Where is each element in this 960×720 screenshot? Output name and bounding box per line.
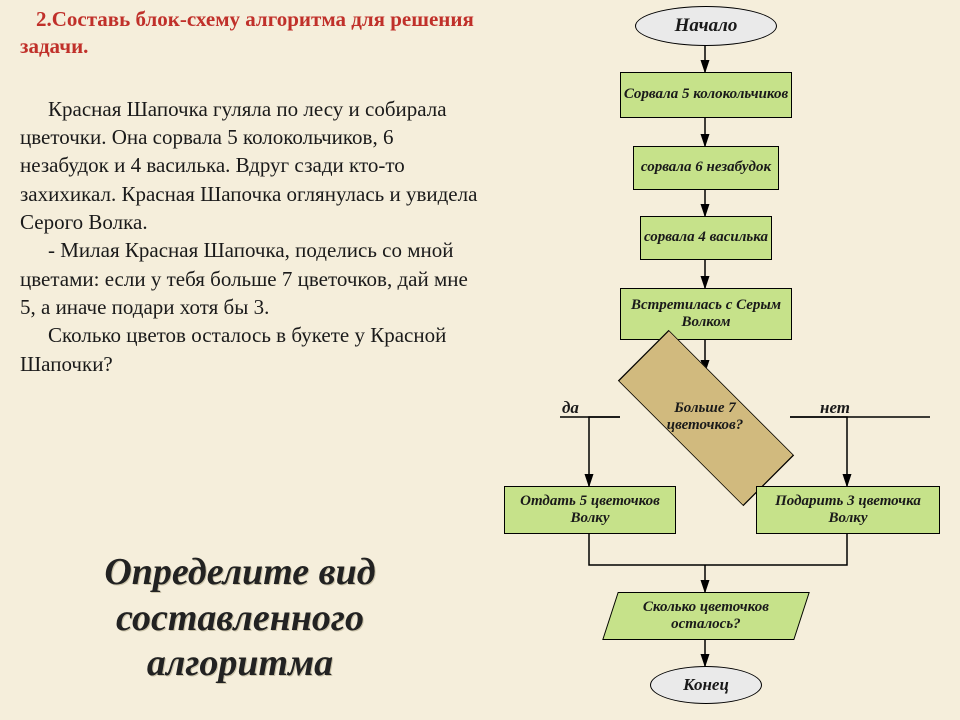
node-decision-label: Больше 7 цветочков?	[635, 372, 775, 462]
node-decision: Больше 7 цветочков?	[635, 372, 775, 462]
node-step2-label: сорвала 6 незабудок	[641, 159, 771, 176]
node-start: Начало	[635, 6, 777, 46]
node-branch-left: Отдать 5 цветочков Волку	[504, 486, 676, 534]
node-step1-label: Сорвала 5 колокольчиков	[624, 86, 788, 103]
node-branch-right-label: Подарить 3 цветочка Волку	[757, 493, 939, 528]
branch-label-yes: да	[562, 398, 579, 418]
node-branch-left-label: Отдать 5 цветочков Волку	[505, 493, 675, 528]
node-step1: Сорвала 5 колокольчиков	[620, 72, 792, 118]
task-title-text: Составь блок-схему алгоритма для решения…	[20, 7, 474, 58]
node-io-label: Сколько цветочков осталось?	[611, 599, 801, 634]
node-start-label: Начало	[675, 15, 738, 37]
node-step4-label: Встретилась с Серым Волком	[621, 297, 791, 332]
task-number: 2.	[36, 7, 52, 31]
node-end-label: Конец	[683, 675, 729, 695]
problem-paragraph-2: - Милая Красная Шапочка, поделись со мно…	[20, 236, 480, 321]
node-step3: сорвала 4 василька	[640, 216, 772, 260]
left-column: 2.Составь блок-схему алгоритма для решен…	[20, 6, 480, 378]
flowchart: Начало Сорвала 5 колокольчиков сорвала 6…	[490, 0, 960, 720]
problem-paragraph-1: Красная Шапочка гуляла по лесу и собирал…	[20, 95, 480, 237]
node-step4: Встретилась с Серым Волком	[620, 288, 792, 340]
problem-text: Красная Шапочка гуляла по лесу и собирал…	[20, 95, 480, 378]
node-branch-right: Подарить 3 цветочка Волку	[756, 486, 940, 534]
node-step2: сорвала 6 незабудок	[633, 146, 779, 190]
branch-label-no: нет	[820, 398, 850, 418]
task-title: 2.Составь блок-схему алгоритма для решен…	[20, 6, 480, 61]
node-io: Сколько цветочков осталось?	[602, 592, 810, 640]
node-step3-label: сорвала 4 василька	[644, 229, 768, 246]
page: 2.Составь блок-схему алгоритма для решен…	[0, 0, 960, 720]
node-end: Конец	[650, 666, 762, 704]
bottom-question: Определите вид составленного алгоритма	[25, 550, 455, 687]
problem-paragraph-3: Сколько цветов осталось в букете у Красн…	[20, 321, 480, 378]
